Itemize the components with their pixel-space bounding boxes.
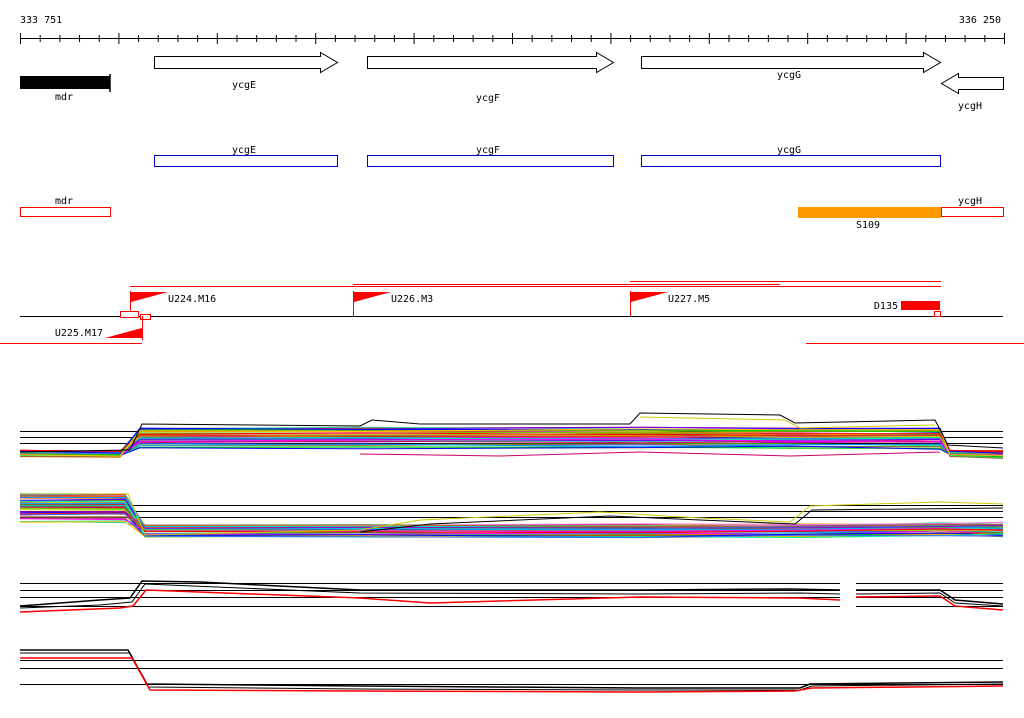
- red-mdr-box[interactable]: [20, 207, 111, 217]
- gene-track: mdr ycgE ycgF ycgG ycgH: [20, 51, 1004, 112]
- track1-series-line: [19, 427, 1004, 454]
- track2-series-line: [20, 516, 1004, 528]
- segment-U224-flag[interactable]: [131, 292, 168, 302]
- gene-ycgF-label: ycgF: [476, 93, 500, 104]
- segment-D135-block[interactable]: [901, 301, 940, 310]
- coord-start: 333 751: [20, 15, 62, 26]
- expression-track-3: [19, 580, 1004, 613]
- gene-ycgH-label: ycgH: [958, 101, 982, 112]
- coord-end: 336 250: [959, 15, 1001, 26]
- segment-U225-marker-a: [120, 311, 139, 318]
- segment-track: U224.M16 U226.M3 U227.M5 U225.M17 D135: [0, 281, 1024, 344]
- track2-series-line: [19, 510, 1004, 529]
- segment-U225-label: U225.M17: [55, 328, 103, 339]
- track3-series-red: [19, 589, 841, 613]
- blue-ycgE-label: ycgE: [232, 145, 256, 156]
- segment-D135-label: D135: [874, 301, 898, 312]
- coordinate-ruler: [20, 33, 1005, 44]
- segment-U225-marker-b: [140, 314, 151, 320]
- track1-series-line: [19, 412, 1004, 453]
- gene-ycgE-arrow[interactable]: [154, 51, 339, 74]
- track1-series-line: [19, 434, 1004, 458]
- track2-series-line: [19, 518, 1004, 532]
- gene-ycgF-arrow[interactable]: [367, 51, 615, 74]
- expression-track-1: [19, 412, 1004, 459]
- track2-series-line: [19, 493, 1004, 528]
- track1-series-line: [19, 432, 1004, 453]
- track1-series-line: [639, 416, 936, 429]
- gene-mdr-label: mdr: [55, 92, 73, 103]
- segment-U227-label: U227.M5: [668, 294, 710, 305]
- orange-S109-box[interactable]: [798, 207, 941, 218]
- track2-series-line: [359, 507, 1004, 533]
- track3-series-black: [19, 580, 841, 607]
- track4-series-red: [20, 657, 1004, 693]
- annotation-track-blue: ycgE ycgF ycgG: [154, 145, 941, 167]
- blue-ycgF-box[interactable]: [367, 155, 614, 167]
- segment-U227-flag[interactable]: [631, 292, 668, 302]
- track2-series-line: [19, 505, 1004, 529]
- segment-U226-flag[interactable]: [354, 292, 391, 302]
- red-ycgH-box[interactable]: [941, 207, 1004, 217]
- track2-series-line: [19, 511, 1004, 526]
- segment-U225-flag[interactable]: [105, 328, 142, 338]
- track3-series-black: [856, 589, 1004, 605]
- expression-track-4: [20, 649, 1004, 693]
- blue-ycgE-box[interactable]: [154, 155, 338, 167]
- track3-series-black: [855, 592, 1004, 607]
- segment-U224-label: U224.M16: [168, 294, 216, 305]
- blue-ycgF-label: ycgF: [476, 145, 500, 156]
- track1-series-line: [19, 428, 1004, 457]
- gene-ycgG-label: ycgG: [777, 70, 801, 81]
- annotation-track-red: mdr ycgH S109: [20, 196, 1004, 231]
- expression-track-2: [19, 493, 1004, 539]
- track2-series-line: [19, 513, 1004, 539]
- track1-series-line: [19, 445, 1004, 457]
- gene-ycgH-arrow[interactable]: [940, 72, 1004, 95]
- gene-mdr-block[interactable]: [20, 76, 110, 89]
- track3-series-black: [19, 583, 841, 609]
- segment-U226-label: U226.M3: [391, 294, 433, 305]
- track2-series-line: [20, 493, 1004, 536]
- segment-D135-marker: [934, 311, 941, 317]
- track2-series-line: [19, 493, 1004, 528]
- blue-ycgG-label: ycgG: [777, 145, 801, 156]
- red-ycgH-label: ycgH: [958, 196, 982, 207]
- gene-ycgE-label: ycgE: [232, 80, 256, 91]
- blue-ycgG-box[interactable]: [641, 155, 941, 167]
- red-mdr-label: mdr: [55, 196, 73, 207]
- track3-series-red: [855, 595, 1004, 611]
- orange-S109-label: S109: [856, 220, 880, 231]
- track1-series-line: [19, 438, 1003, 457]
- track1-series-line: [19, 443, 1004, 456]
- track1-series-line: [359, 451, 941, 457]
- track2-series-line: [19, 512, 1004, 534]
- gene-ycgG-arrow[interactable]: [641, 51, 942, 74]
